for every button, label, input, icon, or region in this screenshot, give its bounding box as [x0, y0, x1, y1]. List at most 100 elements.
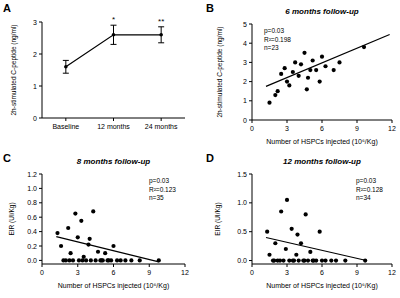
x-tick-label: 12 months	[97, 123, 130, 130]
x-tick-label: 6	[112, 269, 116, 276]
y-tick	[39, 231, 42, 232]
x-tick-label: 3	[285, 269, 289, 276]
significance: *	[112, 15, 115, 24]
point	[265, 230, 269, 234]
y-axis-label: EIR (UI/Kg)	[8, 202, 16, 235]
y-tick-label: 1.5	[237, 171, 247, 178]
error-bar	[63, 60, 69, 73]
x-tick-label: 3	[285, 125, 289, 132]
point	[77, 258, 81, 262]
annotation: n=23	[264, 44, 279, 51]
x-tick-label: 0	[250, 269, 254, 276]
x-tick	[161, 118, 162, 121]
point	[129, 258, 133, 262]
y-tick-label: 0.2	[27, 243, 37, 250]
y-tick-label: 5	[243, 21, 247, 28]
point	[290, 227, 294, 231]
point	[91, 209, 95, 213]
x-tick-label: Baseline	[52, 123, 79, 130]
y-tick-label: 1	[243, 97, 247, 104]
panel-letter: A	[3, 2, 11, 14]
point	[293, 60, 297, 64]
marker	[64, 65, 68, 69]
point	[279, 209, 283, 213]
x-tick-label: 12	[388, 125, 396, 132]
error-cap	[111, 44, 117, 45]
point	[69, 251, 73, 255]
y-tick-label: 3	[33, 19, 37, 26]
x-tick-label: 24 months	[145, 123, 178, 130]
y-tick	[249, 43, 252, 44]
point	[267, 253, 271, 257]
point	[111, 244, 115, 248]
point	[119, 258, 123, 262]
marks	[63, 25, 164, 73]
x-axis-label: Number of HSPCs injected (10⁶/Kg)	[266, 282, 377, 290]
x-tick	[322, 264, 323, 267]
marks	[265, 198, 367, 263]
marks	[55, 209, 160, 262]
y-tick	[39, 54, 42, 55]
y-tick	[249, 100, 252, 101]
point	[329, 258, 333, 262]
y-tick	[249, 231, 252, 232]
y-tick	[249, 174, 252, 175]
point	[123, 258, 127, 262]
y-tick-label: 1.2	[27, 171, 37, 178]
x-tick-label: 0	[250, 125, 254, 132]
y-axis-line	[252, 24, 253, 120]
y-tick-label: 2	[243, 78, 247, 85]
line	[56, 237, 158, 262]
error-cap	[158, 26, 164, 27]
x-tick	[392, 120, 393, 123]
x-axis-label: Number of HSPCs injected (10⁶/Kg)	[266, 138, 377, 146]
y-tick-label: 0.8	[27, 199, 37, 206]
x-tick	[149, 264, 150, 267]
point	[287, 83, 291, 87]
marker	[159, 33, 163, 37]
panel-letter: D	[206, 152, 214, 164]
panel-letter: B	[206, 2, 214, 14]
y-tick-label: 1	[33, 83, 37, 90]
x-tick-label: 9	[355, 125, 359, 132]
point	[283, 66, 287, 70]
annotation: R²=0.198	[264, 36, 291, 43]
x-tick-label: 3	[76, 269, 80, 276]
point	[302, 258, 306, 262]
point	[76, 235, 80, 239]
point	[99, 258, 103, 262]
x-tick-label: 6	[320, 125, 324, 132]
point	[278, 258, 282, 262]
y-axis-line	[42, 174, 43, 264]
y-axis-line	[42, 22, 43, 118]
y-tick	[39, 217, 42, 218]
point	[84, 258, 88, 262]
point	[320, 55, 324, 59]
point	[89, 258, 93, 262]
point	[285, 198, 289, 202]
panel: C8 months follow-upEIR (UI/Kg)Number of …	[3, 152, 189, 290]
point	[71, 258, 75, 262]
x-tick	[77, 264, 78, 267]
y-tick-label: 0.5	[237, 228, 247, 235]
line	[266, 237, 366, 260]
y-tick-label: 0.0	[27, 257, 37, 264]
point	[297, 258, 301, 262]
panel: B6 months follow-up2h-stimulated C-pepti…	[206, 2, 396, 146]
point	[138, 258, 142, 262]
x-tick	[185, 264, 186, 267]
point	[67, 258, 71, 262]
x-tick	[42, 264, 43, 267]
y-tick	[249, 81, 252, 82]
annotation: p=0.03	[264, 27, 284, 35]
y-tick	[39, 22, 42, 23]
y-tick-label: 0	[33, 115, 37, 122]
x-tick	[65, 118, 66, 121]
annotation: n=34	[356, 194, 371, 201]
title: 6 months follow-up	[285, 7, 358, 16]
point	[94, 258, 98, 262]
y-tick	[249, 24, 252, 25]
x-tick	[252, 264, 253, 267]
point	[323, 64, 327, 68]
x-axis-label: Number of HSPCs injected (10⁶/Kg)	[58, 282, 169, 290]
